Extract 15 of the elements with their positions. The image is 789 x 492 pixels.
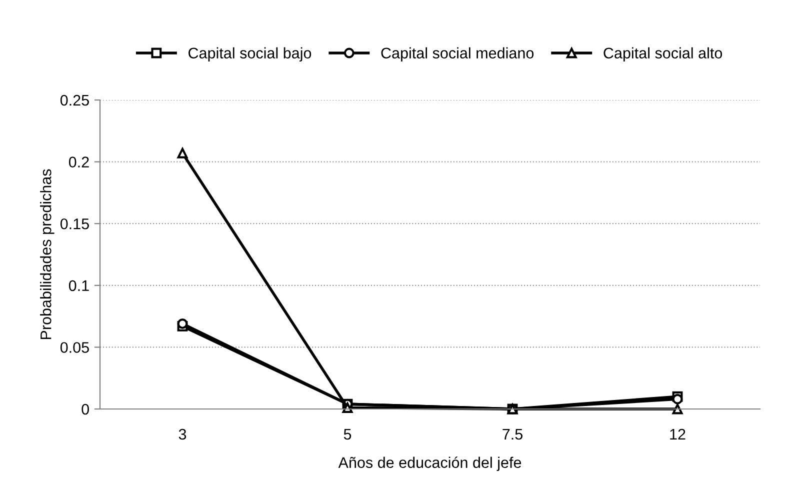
y-tick-label: 0 [82,404,89,415]
y-tick-label: 0.05 [60,342,89,353]
x-tick-label: 7.5 [502,429,522,440]
x-tick-label: 5 [344,429,352,440]
legend-label: Capital social alto [604,47,722,62]
y-tick-label: 0.1 [68,280,89,292]
legend-label: Capital social mediano [381,47,534,62]
x-tick-label: 3 [178,428,186,440]
x-tick-label: 12 [670,428,686,440]
x-axis-title: Años de educación del jefe [338,456,522,471]
y-tick-label: 0.2 [68,156,89,168]
y-axis-title: Probabilidades predichas [40,169,54,340]
y-tick-label: 0.25 [60,94,89,106]
y-tick-label: 0.15 [60,218,89,230]
legend-label: Capital social bajo [188,47,312,62]
